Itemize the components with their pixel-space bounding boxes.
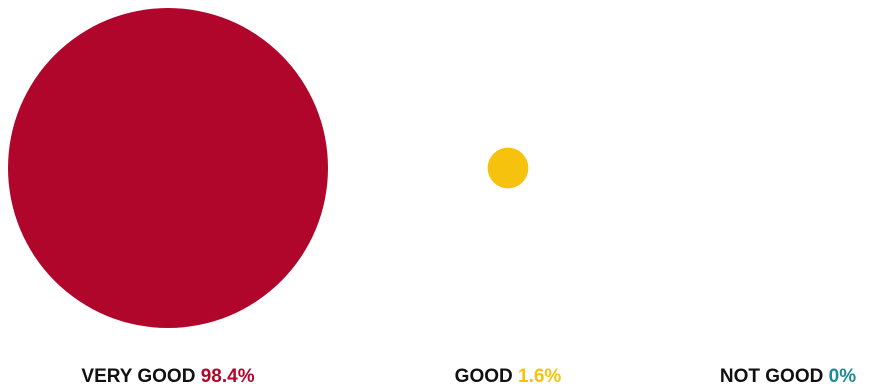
label-very-good: VERY GOOD 98.4%	[81, 366, 254, 387]
category-label: NOT GOOD	[720, 366, 829, 387]
bubble-good	[487, 147, 529, 189]
value-label: 1.6%	[518, 366, 561, 387]
label-good: GOOD 1.6%	[455, 366, 562, 387]
value-label: 98.4%	[201, 366, 255, 387]
bubble-very-good	[8, 8, 328, 328]
category-label: VERY GOOD	[81, 366, 200, 387]
label-not-good: NOT GOOD 0%	[720, 366, 856, 387]
value-label: 0%	[829, 366, 857, 387]
category-label: GOOD	[455, 366, 518, 387]
